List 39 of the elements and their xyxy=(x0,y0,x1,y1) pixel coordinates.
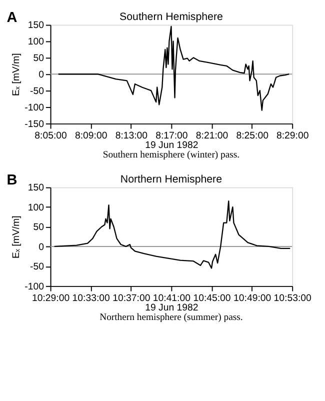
x-tick-label: 8:29:00 xyxy=(276,130,309,142)
text: Southern hemisphere (winter) pass. xyxy=(102,149,240,160)
y-tick-label: -150 xyxy=(24,118,44,130)
x-tick-label: 8:13:00 xyxy=(115,130,148,142)
x-tick-label: 10:29:00 xyxy=(32,292,70,304)
x-tick-label: 10:53:00 xyxy=(274,292,312,304)
text: Northern hemisphere (summer) pass. xyxy=(100,312,243,323)
line-series xyxy=(58,26,290,111)
x-tick-label: 8:25:00 xyxy=(236,130,268,142)
y-tick-label: -100 xyxy=(24,281,44,292)
y-axis-title: Eₓ [mV/m] xyxy=(10,216,22,259)
x-tick-label: 10:49:00 xyxy=(234,292,272,304)
x-tick-label: 8:09:00 xyxy=(74,130,108,142)
y-tick-label: 50 xyxy=(33,53,44,64)
y-tick-label: 150 xyxy=(28,20,44,32)
x-axis-title: 19 Jun 1982 xyxy=(145,140,198,152)
x-tick-label: 10:45:00 xyxy=(193,292,231,304)
y-tick-label: -50 xyxy=(30,262,44,273)
y-tick-label: 0 xyxy=(38,242,44,253)
y-tick-label: 100 xyxy=(28,202,44,214)
y-tick-label: -50 xyxy=(30,86,44,97)
x-tick-label: 8:17:00 xyxy=(156,130,188,142)
x-tick-label: 10:33:00 xyxy=(72,292,110,304)
y-tick-label: 50 xyxy=(33,222,44,234)
y-tick-label: 0 xyxy=(38,69,44,80)
y-tick-label: 100 xyxy=(28,36,44,48)
y-axis-title: Eₓ [mV/m] xyxy=(10,53,22,96)
y-tick-label: 150 xyxy=(28,182,44,194)
y-tick-label: -100 xyxy=(24,102,44,114)
text: B xyxy=(6,172,18,188)
text: A xyxy=(6,10,18,26)
line-series xyxy=(54,200,291,269)
x-tick-label: 8:21:00 xyxy=(196,130,228,142)
x-axis-title: 19 Jun 1982 xyxy=(145,302,198,314)
chart-title: Northern Hemisphere xyxy=(120,173,222,186)
x-tick-label: 8:05:00 xyxy=(34,130,67,142)
x-tick-label: 10:41:00 xyxy=(152,292,190,304)
x-tick-label: 10:37:00 xyxy=(112,292,150,304)
chart-title: Southern Hemisphere xyxy=(120,10,223,23)
